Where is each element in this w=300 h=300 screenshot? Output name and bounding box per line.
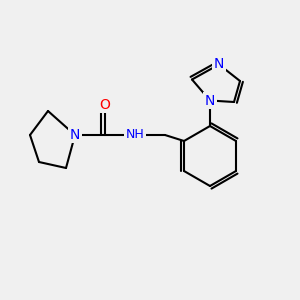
Text: NH: NH [126,128,144,142]
Text: O: O [100,98,110,112]
Text: N: N [205,94,215,107]
Text: N: N [70,128,80,142]
Text: N: N [214,58,224,71]
